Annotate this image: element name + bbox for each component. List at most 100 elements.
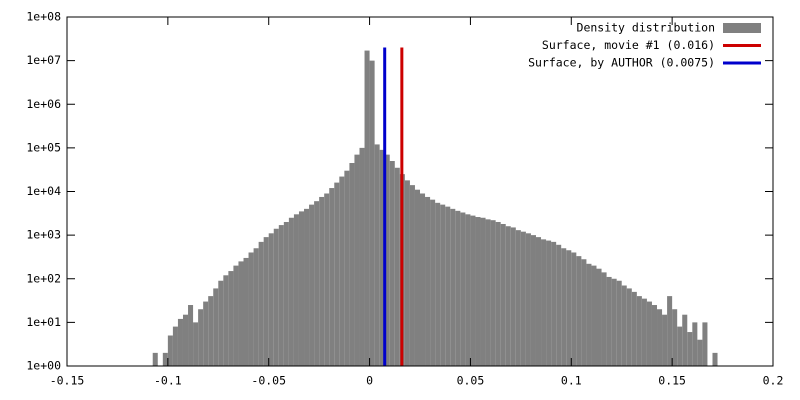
histogram-bar [248,252,254,366]
histogram-bar [243,257,249,366]
histogram-bar [354,154,360,366]
histogram-bar [253,248,259,366]
histogram-bar [304,208,310,366]
histogram-bar [162,352,168,366]
histogram-bar [450,208,456,366]
histogram-bar [379,149,385,366]
histogram-bar [596,268,602,366]
histogram-bar [349,163,355,366]
histogram-bar [586,263,592,366]
x-tick-label: 0.15 [658,374,686,388]
y-tick-label: 1e+08 [26,10,61,24]
histogram-bar [218,280,224,366]
histogram-bar [465,214,471,366]
histogram-bar [641,298,647,366]
x-tick-label: 0.1 [561,374,582,388]
histogram-bar [581,259,587,366]
histogram-bar [188,305,194,366]
histogram-bar [233,265,239,366]
histogram-bar [530,235,536,366]
histogram-bar [505,226,511,366]
histogram-bar [702,322,708,366]
y-tick-label: 1e+00 [26,359,61,373]
histogram-bar [198,309,204,366]
x-tick-label: -0.05 [251,374,286,388]
histogram-bar [601,272,607,366]
histogram-bar [258,241,264,366]
histogram-bar [329,188,335,366]
histogram-bar [551,241,557,366]
histogram-bar [611,278,617,366]
histogram-bar [626,288,632,366]
histogram-bar [576,256,582,366]
histogram-bar [571,252,577,366]
histogram-bar [324,193,330,366]
x-tick-label: -0.15 [50,374,85,388]
histogram-bar [177,318,183,366]
x-tick-label: 0 [366,374,373,388]
histogram-bar [525,233,531,366]
histogram-bar [657,309,663,366]
histogram-bar [631,291,637,366]
histogram-bar [440,204,446,366]
x-tick-label: 0.05 [457,374,485,388]
histogram-bar [646,301,652,366]
histogram-bar [667,296,673,366]
histogram-bar [712,352,718,366]
histogram-bar [475,217,481,366]
histogram-bar [298,211,305,366]
legend-label: Surface, movie #1 (0.016) [542,38,715,52]
histogram-bar [273,228,279,366]
histogram-bar [389,161,395,366]
histogram-bar [344,170,350,366]
histogram-bar [692,322,698,366]
histogram-bar [293,214,299,366]
histogram-bar [480,217,486,366]
histogram-bar [420,193,426,366]
histogram-bar [430,199,436,366]
histogram-bar [263,237,269,366]
histogram-bar [662,314,668,366]
legend-label: Surface, by AUTHOR (0.0075) [528,56,715,70]
histogram-bar [182,314,189,366]
histogram-bar [193,322,199,366]
histogram-bar [435,202,441,366]
histogram-bar [409,185,415,366]
histogram-bar [535,237,542,366]
histogram-bar [425,196,431,366]
histogram-bar [510,227,516,366]
histogram-bar [682,314,688,366]
histogram-bar [228,271,234,366]
histogram-bar [208,296,214,366]
histogram-bar [561,248,567,366]
histogram-bar [314,201,320,366]
histogram-bar [213,288,219,366]
histogram-bar [470,215,476,366]
histogram-bar [334,182,340,366]
histogram-bar [636,296,642,366]
histogram-bar [616,280,622,366]
histogram-bar [556,244,562,366]
histogram-bar [495,221,501,366]
histogram-bar [278,225,284,366]
histogram-bar [460,212,466,366]
histogram-bar [414,189,420,366]
histogram-bar [384,154,390,366]
histogram-bar [687,332,693,366]
histogram-bar [651,305,658,366]
histogram-bar [152,352,158,366]
histogram-bar [541,239,547,366]
histogram-bar [203,301,209,366]
legend-swatch [723,23,761,33]
x-tick-label: -0.1 [154,374,182,388]
y-tick-label: 1e+01 [26,315,61,329]
x-tick-label: 0.2 [763,374,784,388]
histogram-bar [238,261,244,366]
histogram-bar [546,240,552,366]
histogram-bar [309,204,315,366]
histogram-bar [268,233,274,366]
histogram-bar [339,176,345,366]
y-tick-label: 1e+02 [26,271,61,285]
histogram-bar [591,265,597,366]
